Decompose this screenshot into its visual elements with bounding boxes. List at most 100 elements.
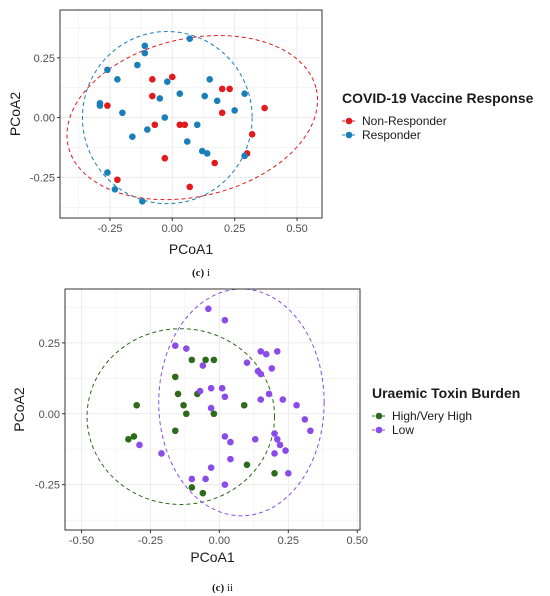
confidence-ellipse-0	[66, 35, 319, 201]
data-point	[156, 95, 164, 102]
series-0-points	[125, 356, 278, 497]
data-point	[114, 176, 121, 184]
data-point	[183, 138, 191, 145]
data-point	[111, 186, 119, 193]
data-point	[136, 441, 143, 449]
data-point	[210, 410, 218, 418]
data-point	[186, 35, 194, 42]
data-point	[226, 85, 233, 93]
data-point	[265, 390, 273, 398]
data-point	[227, 455, 234, 463]
data-point	[207, 464, 215, 471]
data-point	[207, 404, 215, 412]
confidence-ellipse-0	[86, 328, 276, 505]
data-point	[130, 433, 138, 440]
data-point	[104, 169, 111, 176]
data-point	[171, 427, 179, 435]
data-point	[141, 49, 149, 57]
data-point	[243, 461, 251, 469]
data-point	[176, 121, 184, 129]
data-point	[202, 356, 209, 364]
legend-title: COVID-19 Vaccine Response	[342, 90, 534, 106]
legend-key-dot	[345, 131, 353, 139]
data-point	[188, 356, 196, 364]
x-axis-title: PCoA1	[190, 549, 235, 565]
legend-entry-label: Non-Responder	[362, 114, 447, 128]
legend-key-1	[342, 131, 356, 139]
x-tick-label: 0.25	[224, 223, 245, 235]
data-point	[149, 92, 156, 100]
data-point	[218, 85, 226, 93]
data-point	[188, 475, 196, 483]
x-tick-label: -0.25	[138, 535, 163, 547]
data-point	[261, 104, 268, 112]
data-point	[273, 435, 281, 443]
data-point	[196, 387, 204, 395]
data-point	[183, 410, 190, 418]
x-tick-label: 0.50	[286, 223, 307, 235]
data-point	[206, 76, 214, 83]
data-point	[161, 114, 169, 121]
data-point	[273, 348, 281, 355]
grid	[60, 10, 322, 218]
legend-entry-label: High/Very High	[392, 409, 472, 423]
legend: COVID-19 Vaccine Response Non-ResponderRe…	[342, 90, 534, 142]
legend-key-1	[372, 426, 386, 434]
data-point	[293, 401, 300, 409]
data-point	[161, 154, 169, 162]
data-point	[210, 356, 218, 364]
data-point	[257, 396, 265, 403]
y-tick-label: -0.25	[30, 172, 55, 184]
y-axis-title: PCoA2	[11, 387, 27, 432]
data-point	[241, 152, 248, 160]
data-point	[240, 401, 248, 409]
confidence-ellipse-1	[81, 31, 253, 205]
data-point	[171, 373, 179, 381]
data-point	[134, 61, 141, 69]
data-point	[104, 102, 111, 109]
data-point	[203, 150, 211, 157]
data-point	[181, 121, 189, 129]
data-point	[198, 147, 206, 155]
chart-uraemic-toxin: -0.50 -0.25 0.00 0.25 0.50 0.25 0.00 -0.25 PCoA1…	[11, 288, 520, 594]
caption-suffix: ii	[224, 582, 233, 594]
data-point	[202, 475, 209, 483]
data-point	[262, 350, 270, 358]
data-point	[285, 469, 292, 477]
legend-title: Uraemic Toxin Burden	[372, 385, 520, 401]
data-point	[307, 427, 314, 435]
data-point	[282, 447, 289, 454]
data-point	[231, 107, 238, 114]
data-point	[201, 92, 209, 100]
caption-label: (c)	[212, 582, 225, 594]
series-0-points	[104, 73, 268, 191]
data-point	[279, 396, 287, 403]
x-axis-title: PCoA1	[169, 241, 214, 257]
data-point	[268, 365, 276, 372]
legend-key-0	[372, 412, 386, 420]
data-point	[188, 484, 196, 491]
data-point	[243, 359, 251, 367]
legend-key-dot	[345, 117, 353, 125]
caption-label: (c)	[192, 267, 205, 279]
data-point	[227, 438, 234, 446]
series-1-points	[136, 305, 314, 488]
data-point	[221, 433, 229, 440]
legend-key-dot	[375, 426, 383, 434]
y-tick-label: 0.25	[34, 53, 55, 65]
x-tick-label: 0.00	[162, 223, 183, 235]
data-point	[218, 384, 226, 392]
panel-border	[59, 9, 323, 219]
data-point	[211, 159, 219, 167]
data-point	[257, 348, 265, 355]
x-tick-label: -0.50	[69, 535, 94, 547]
x-tick-label: -0.25	[97, 223, 122, 235]
data-point	[276, 441, 284, 449]
data-point	[125, 435, 132, 443]
data-point	[199, 489, 207, 497]
data-point	[141, 42, 149, 50]
data-point	[114, 76, 121, 83]
data-point	[221, 393, 229, 401]
